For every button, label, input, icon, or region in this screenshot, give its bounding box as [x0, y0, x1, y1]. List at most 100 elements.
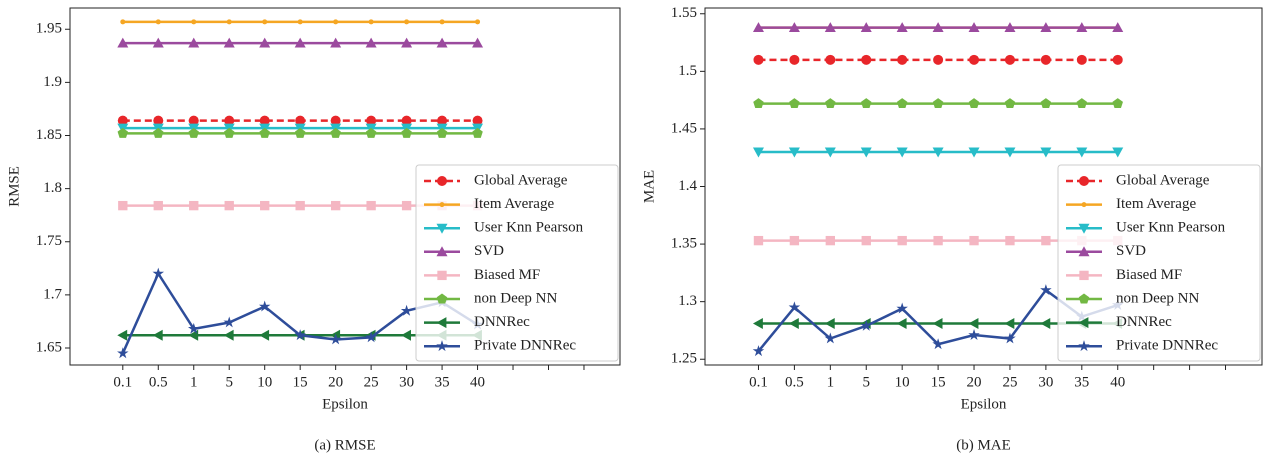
- legend-marker: [436, 340, 448, 352]
- marker: [118, 200, 128, 211]
- marker: [365, 37, 377, 48]
- legend-marker: [437, 176, 447, 186]
- marker: [896, 147, 908, 158]
- marker: [753, 54, 764, 65]
- y-tick-label: 1.85: [36, 127, 62, 143]
- marker: [224, 115, 235, 126]
- marker: [120, 19, 126, 25]
- marker: [753, 235, 764, 246]
- marker: [1076, 147, 1088, 158]
- legend-label: SVD: [474, 243, 504, 259]
- marker: [932, 318, 943, 330]
- marker: [365, 127, 377, 138]
- x-tick-label: 40: [470, 374, 485, 390]
- legend-box: [415, 164, 619, 362]
- marker: [1004, 332, 1016, 344]
- marker: [789, 235, 800, 246]
- marker: [753, 98, 764, 109]
- legend-marker: [1078, 246, 1090, 257]
- marker: [897, 235, 907, 246]
- legend-marker: [1078, 223, 1090, 234]
- marker: [896, 22, 908, 32]
- legend-label: User Knn Pearson: [1116, 220, 1226, 236]
- legend-marker: [436, 317, 447, 329]
- marker: [437, 115, 448, 126]
- marker: [825, 54, 836, 65]
- legend-label: Biased MF: [474, 267, 540, 283]
- x-tick-label: 25: [1002, 374, 1017, 390]
- marker: [401, 115, 412, 126]
- marker: [824, 147, 836, 158]
- legend-label: SVD: [1116, 243, 1146, 259]
- marker: [897, 54, 908, 65]
- marker: [365, 331, 377, 343]
- marker: [896, 318, 907, 330]
- legend-marker: [1079, 176, 1089, 186]
- marker: [153, 200, 163, 211]
- marker: [789, 54, 800, 65]
- legend-label: Global Average: [1116, 172, 1210, 188]
- marker: [117, 37, 129, 48]
- x-tick-label: 0.1: [113, 374, 132, 390]
- legend-label: DNNRec: [474, 314, 530, 330]
- marker: [155, 19, 161, 25]
- marker: [366, 115, 377, 126]
- x-tick-label: 0.1: [749, 374, 768, 390]
- marker: [1041, 235, 1051, 246]
- marker: [968, 329, 980, 340]
- marker: [1076, 22, 1088, 32]
- marker: [1005, 235, 1015, 246]
- x-tick-label: 15: [931, 374, 946, 390]
- marker: [825, 235, 835, 246]
- marker: [752, 22, 764, 32]
- legend-label: Item Average: [1116, 196, 1196, 212]
- marker: [1040, 98, 1052, 109]
- marker: [188, 37, 200, 48]
- y-tick-label: 1.75: [36, 233, 62, 249]
- marker: [968, 318, 979, 330]
- marker: [401, 200, 412, 211]
- marker: [932, 338, 944, 350]
- x-tick-label: 15: [293, 374, 308, 390]
- marker: [223, 127, 235, 138]
- marker: [475, 19, 481, 25]
- marker: [262, 19, 268, 25]
- marker: [191, 19, 197, 25]
- legend-label: Global Average: [474, 172, 568, 188]
- marker: [224, 200, 234, 211]
- marker: [188, 115, 199, 126]
- marker: [223, 316, 235, 328]
- marker: [788, 318, 799, 330]
- marker: [117, 329, 128, 341]
- y-axis-label: RMSE: [6, 166, 22, 207]
- legend-marker: [436, 293, 448, 304]
- marker: [860, 319, 873, 331]
- legend-label: non Deep NN: [1116, 290, 1199, 306]
- marker: [153, 127, 164, 138]
- marker: [824, 332, 837, 344]
- marker: [472, 115, 483, 126]
- marker: [294, 127, 306, 138]
- x-tick-label: 10: [257, 374, 272, 390]
- x-tick-label: 20: [967, 374, 982, 390]
- x-tick-label: 25: [364, 374, 379, 390]
- marker: [117, 115, 128, 126]
- marker: [333, 19, 339, 25]
- marker: [968, 147, 980, 158]
- marker: [404, 19, 410, 25]
- marker: [1040, 147, 1052, 158]
- marker: [439, 19, 445, 25]
- marker: [933, 235, 943, 246]
- x-tick-label: 10: [895, 374, 910, 390]
- legend-marker: [1079, 270, 1089, 281]
- x-tick-label: 5: [225, 374, 233, 390]
- marker: [824, 22, 836, 32]
- marker: [117, 347, 129, 359]
- marker: [932, 147, 944, 158]
- marker: [1040, 318, 1051, 330]
- marker: [153, 115, 164, 126]
- marker: [825, 98, 836, 109]
- marker: [788, 147, 800, 158]
- marker: [368, 19, 374, 25]
